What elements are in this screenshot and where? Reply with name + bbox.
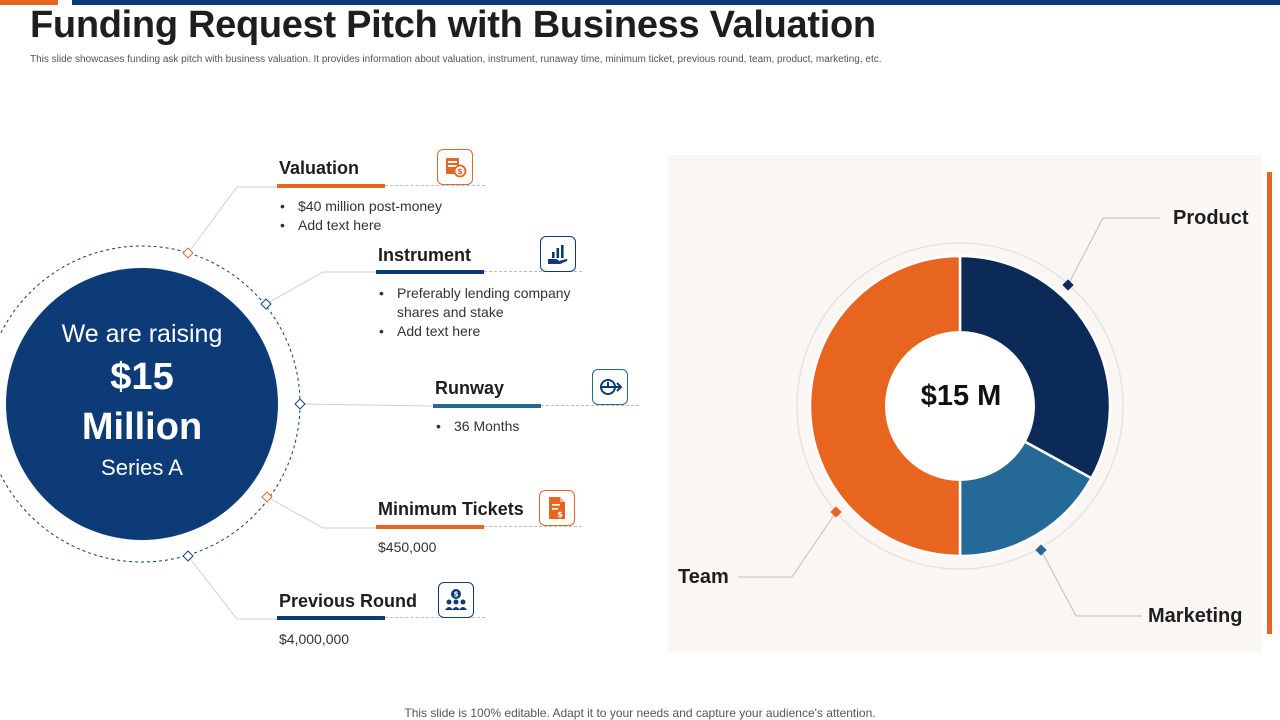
clock-arrow-icon <box>592 369 628 405</box>
raise-circle: We are raising $15 Million Series A <box>6 268 278 540</box>
donut-outer-ring <box>796 242 1124 570</box>
node-diamond-valuation <box>182 247 194 259</box>
raise-series: Series A <box>101 455 183 480</box>
instrument-underline <box>376 270 484 274</box>
label-team: Team <box>678 566 729 588</box>
connector-previous-round <box>187 555 277 620</box>
minimum-tickets-dashline <box>484 526 582 527</box>
raise-unit: Million <box>81 406 203 448</box>
hand-chart-icon <box>540 236 576 272</box>
valuation-dashline <box>385 185 485 186</box>
minimum-tickets-title: Minimum Tickets <box>378 499 524 519</box>
node-diamond-runway <box>294 398 306 410</box>
valuation-title: Valuation <box>279 158 360 178</box>
callout-marker-team <box>830 506 842 518</box>
node-diamond-minimum-tickets <box>261 491 273 503</box>
minimum-tickets-underline <box>376 525 484 529</box>
node-diamond-previous-round <box>182 550 194 562</box>
valuation-icon: $ <box>437 149 473 185</box>
previous-round-value: $4,000,000 <box>279 631 350 647</box>
callout-line-product <box>1067 217 1160 286</box>
valuation-underline <box>277 184 385 188</box>
list-item: Add text here <box>278 216 498 235</box>
instrument-dashline <box>484 271 582 272</box>
list-item: $40 million post-money <box>278 197 498 216</box>
runway-title: Runway <box>435 378 505 398</box>
callout-marker-product <box>1062 279 1074 291</box>
callout-line-marketing <box>1040 549 1142 617</box>
footer-note: This slide is 100% editable. Adapt it to… <box>404 706 876 720</box>
list-item: 36 Months <box>434 417 614 436</box>
donut-hole <box>885 331 1035 481</box>
svg-text:$: $ <box>457 167 463 176</box>
previous-round-title: Previous Round <box>279 591 418 611</box>
node-diamond-instrument <box>260 298 272 310</box>
previous-round-underline <box>277 616 385 620</box>
page-subtitle: This slide showcases funding ask pitch w… <box>30 54 882 65</box>
callout-marker-marketing <box>1035 544 1047 556</box>
connector-minimum-tickets <box>266 496 376 529</box>
label-marketing: Marketing <box>1148 605 1243 627</box>
connector-instrument <box>265 271 376 305</box>
valuation-bullets: $40 million post-money Add text here <box>278 197 498 235</box>
list-item: Preferably lending company shares and st… <box>377 284 597 322</box>
callout-line-team <box>738 511 837 578</box>
connector-runway <box>299 403 433 407</box>
connector-valuation <box>187 186 277 254</box>
donut-center-label: $15 M <box>920 380 1002 412</box>
svg-text:$: $ <box>557 510 563 519</box>
raise-amount: $15 <box>110 356 174 398</box>
dollar-document-icon: $ <box>539 490 575 526</box>
raise-intro: We are raising <box>61 320 223 348</box>
page-title: Funding Request Pitch with Business Valu… <box>30 4 876 46</box>
previous-round-dashline <box>385 617 485 618</box>
runway-bullets: 36 Months <box>434 417 614 436</box>
instrument-bullets: Preferably lending company shares and st… <box>377 284 597 341</box>
label-product: Product <box>1173 207 1249 229</box>
list-item: Add text here <box>377 322 597 341</box>
top-accent-orange <box>0 0 58 5</box>
svg-text:$: $ <box>454 591 459 599</box>
top-accent-navy <box>72 0 1280 5</box>
runway-dashline <box>541 405 639 406</box>
panel-side-accent <box>1267 172 1272 634</box>
instrument-title: Instrument <box>378 245 472 265</box>
team-money-icon: $ <box>438 582 474 618</box>
runway-underline <box>433 404 541 408</box>
minimum-tickets-value: $450,000 <box>378 539 437 555</box>
